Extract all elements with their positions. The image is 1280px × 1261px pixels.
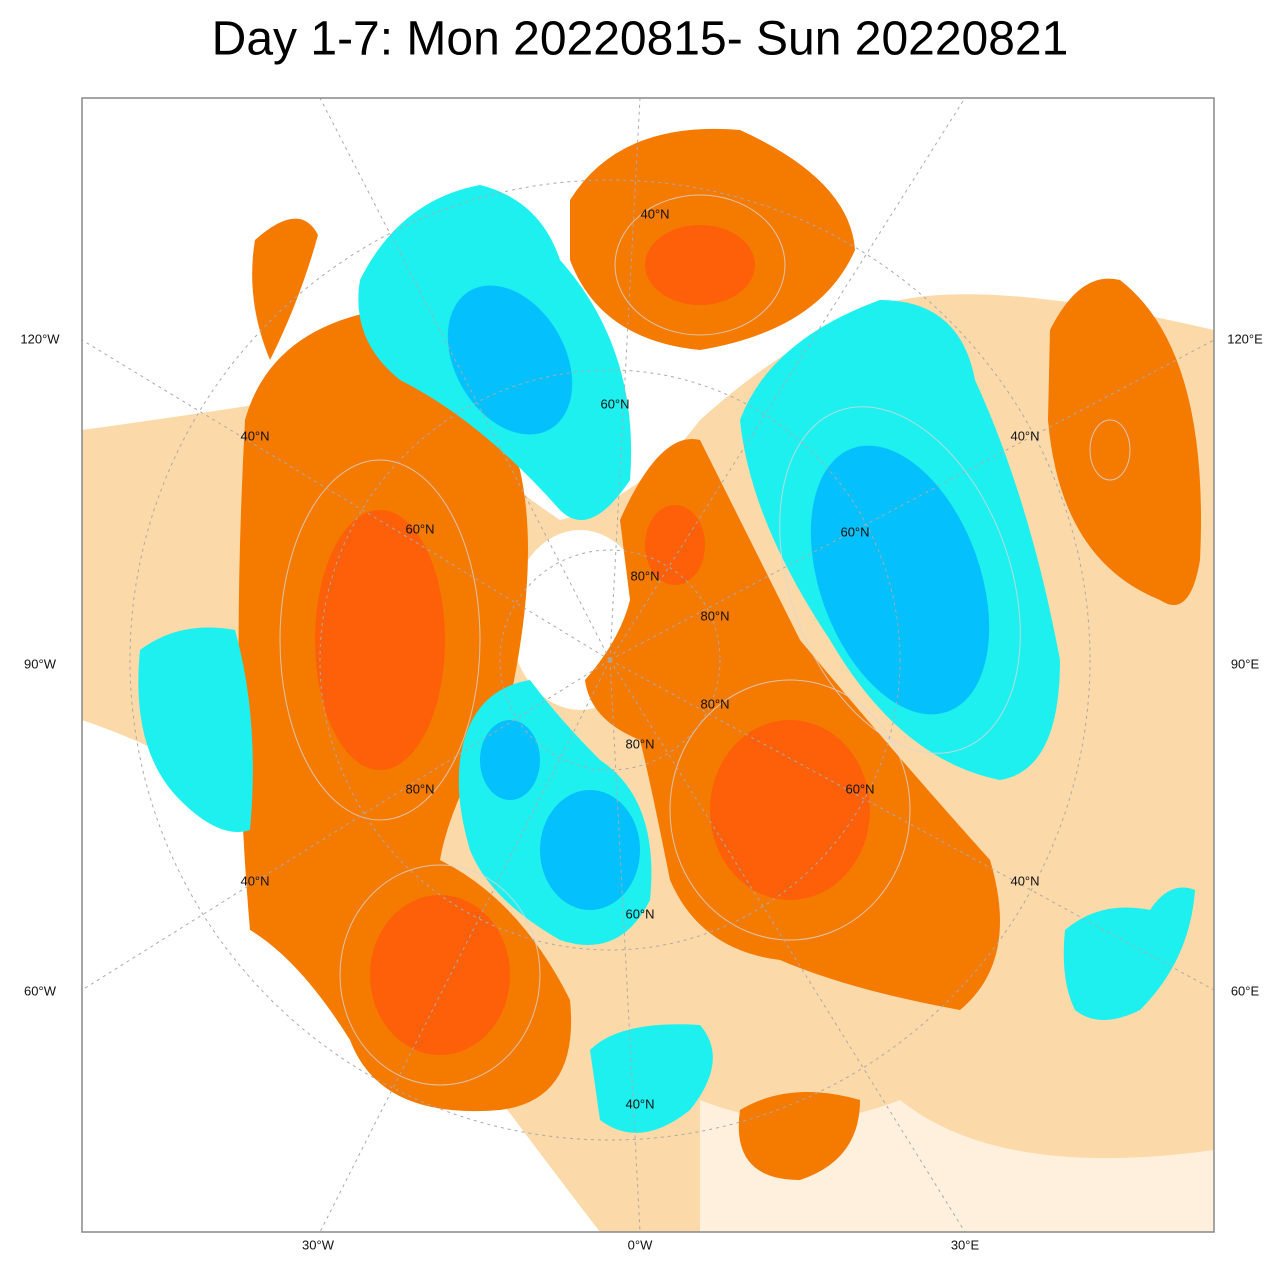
lat-label: 80°N [700,696,729,711]
lon-label: 60°E [1231,983,1260,998]
lat-label: 80°N [405,781,434,796]
lon-label: 120°W [20,331,60,346]
lat-label: 40°N [240,428,269,443]
lon-label: 30°E [951,1237,980,1252]
lat-label: 80°N [630,568,659,583]
lat-label: 60°N [405,521,434,536]
labels: 120°W 90°W 60°W 120°E 90°E 60°E 30°W 0°W 30°E 40°… [20,206,1263,1252]
lon-label: 90°E [1231,656,1260,671]
lat-label: 60°N [845,781,874,796]
map-frame [81,97,1215,1233]
lon-label: 120°E [1227,331,1263,346]
map-area [82,98,1214,1232]
lat-label: 60°N [600,396,629,411]
lat-label: 40°N [1010,428,1039,443]
lon-label: 90°W [24,656,57,671]
lat-label: 40°N [240,873,269,888]
lon-label: 30°W [302,1237,335,1252]
lat-label: 40°N [640,206,669,221]
map-title: Day 1-7: Mon 20220815- Sun 20220821 [212,13,1069,66]
lon-label: 60°W [24,983,57,998]
lat-label: 40°N [625,1096,654,1111]
lat-label: 40°N [1010,873,1039,888]
lat-label: 80°N [700,608,729,623]
lon-label: 0°W [628,1237,653,1252]
lat-label: 60°N [840,524,869,539]
lat-label: 80°N [625,736,654,751]
lat-label: 60°N [625,906,654,921]
